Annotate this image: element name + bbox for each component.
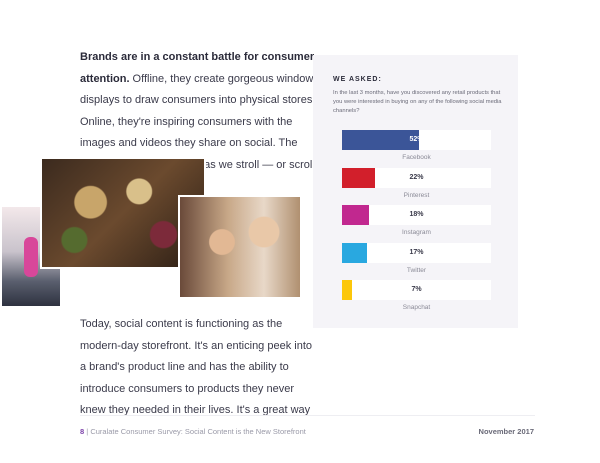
bar-track-facebook: 52% — [342, 130, 491, 150]
footer-title: 8 | Curalate Consumer Survey: Social Con… — [80, 427, 306, 436]
footer-divider — [80, 415, 535, 416]
bar-track-pinterest: 22% — [342, 167, 491, 188]
category-label: Instagram — [402, 229, 431, 236]
report-title: Curalate Consumer Survey: Social Content… — [90, 427, 306, 436]
chart-subtitle: In the last 3 months, have you discovere… — [333, 90, 502, 114]
bar-snapchat — [342, 280, 353, 300]
footer-date: November 2017 — [478, 427, 534, 436]
bar-pinterest — [342, 167, 375, 188]
category-label: Twitter — [406, 266, 427, 274]
bar-twitter — [342, 242, 368, 263]
category-label: Facebook — [402, 154, 431, 161]
bar-facebook — [342, 130, 420, 150]
chart-title: WE ASKED: — [333, 76, 382, 83]
storefront-paragraph: Today, social content is functioning as … — [80, 318, 313, 416]
survey-panel: WE ASKED: In the last 3 months, have you… — [313, 55, 518, 328]
bar-track-twitter: 17% — [342, 242, 491, 263]
bar-track-instagram: 18% — [342, 205, 491, 225]
category-label: Snapchat — [402, 304, 431, 311]
bar-value-label: 52% — [409, 136, 424, 143]
bar-value-label: 22% — [409, 173, 424, 181]
bar-value-label: 7% — [411, 286, 422, 293]
bar-track-snapchat: 7% — [342, 280, 491, 300]
photo-women-laughing — [178, 195, 302, 299]
page-number: 8 — [80, 427, 85, 436]
footer-separator: | — [86, 427, 89, 436]
bar-value-label: 18% — [409, 211, 424, 218]
category-label: Pinterest — [403, 191, 430, 199]
intro-bold: Brands are in a constant battle for cons… — [80, 51, 315, 85]
bar-instagram — [342, 205, 369, 225]
bar-value-label: 17% — [409, 248, 424, 256]
